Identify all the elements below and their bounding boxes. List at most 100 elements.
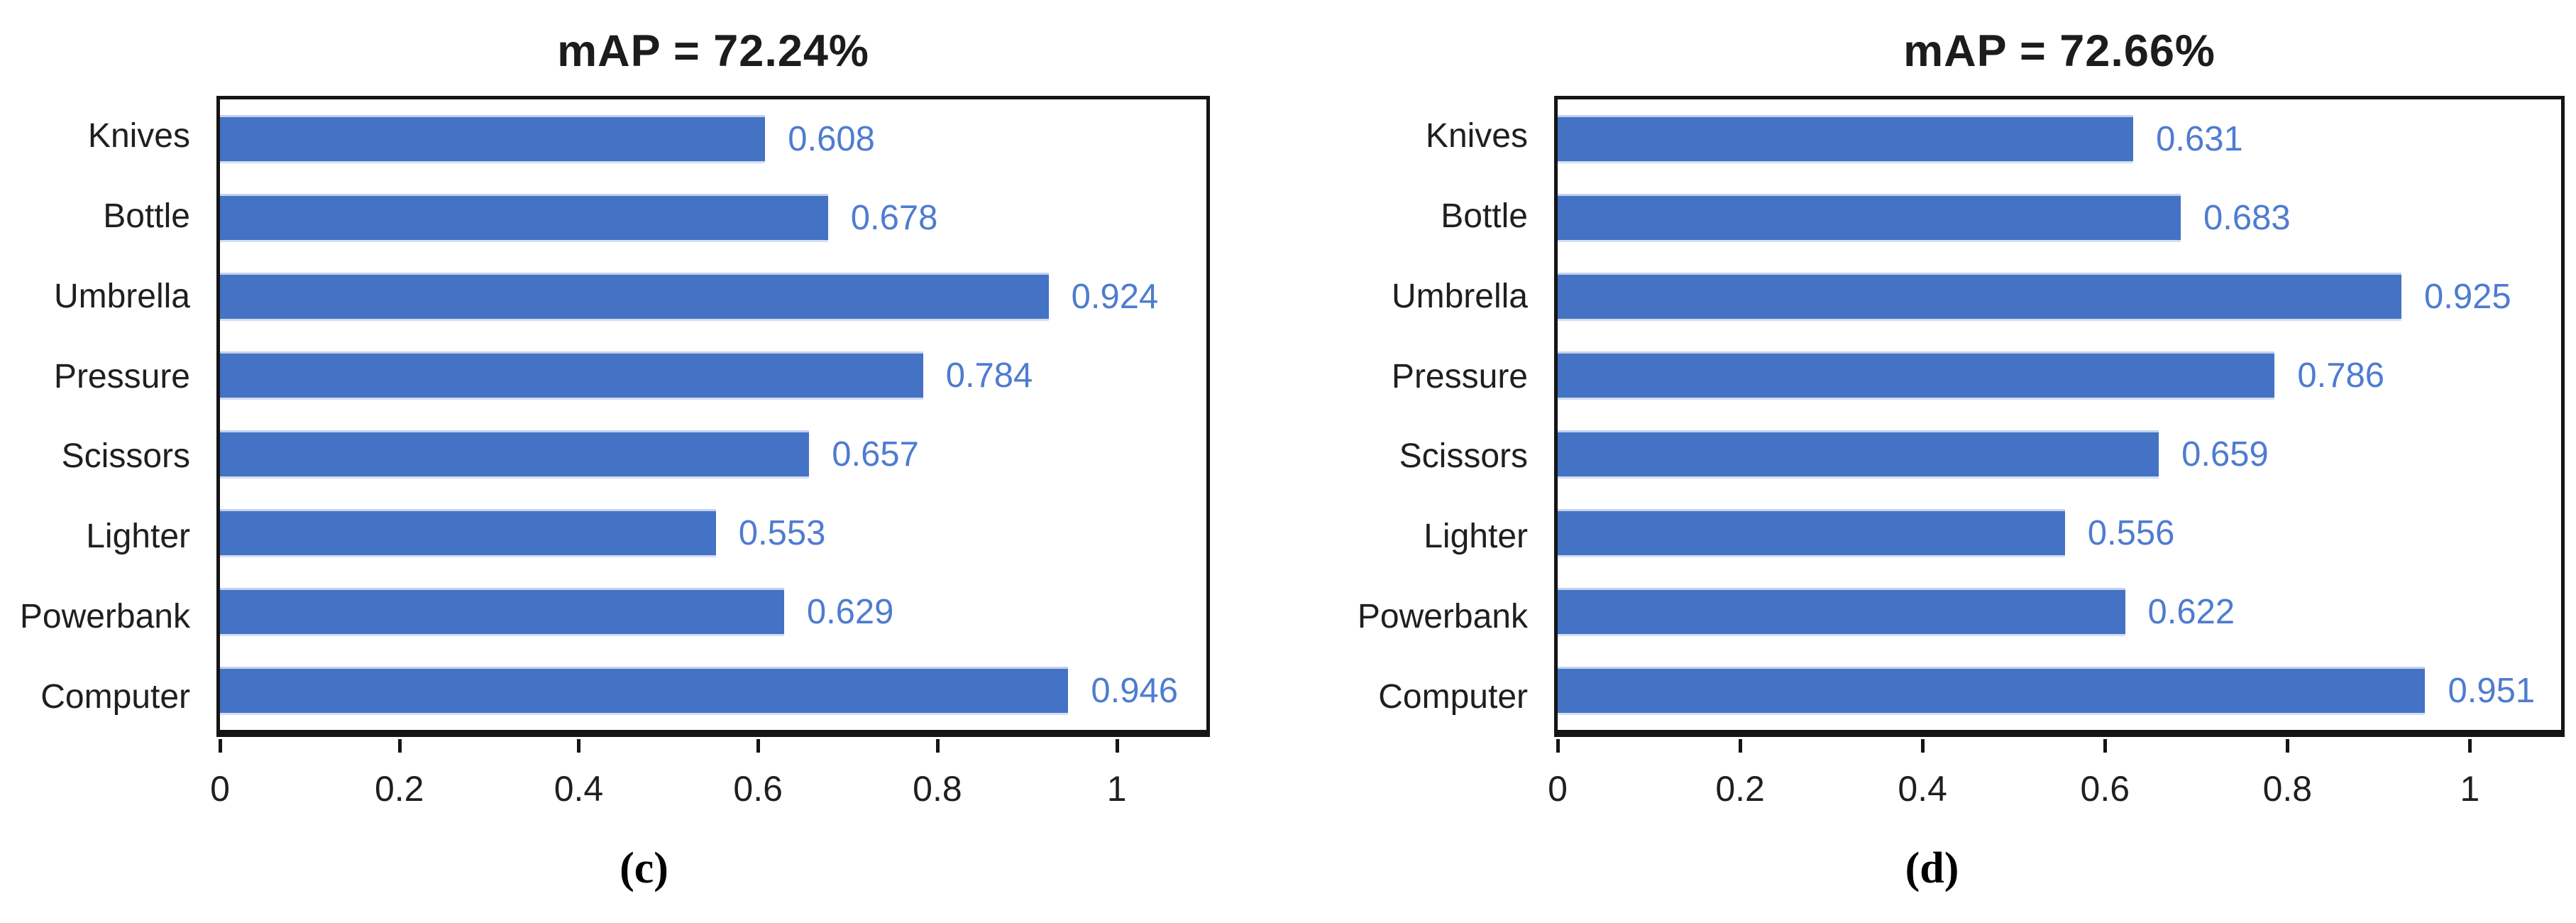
bar	[1558, 116, 2134, 161]
panel-caption: (d)	[1905, 844, 1959, 892]
bar	[1558, 353, 2275, 398]
bar-row: 0.924	[220, 257, 1206, 336]
bar-row: 0.951	[1558, 651, 2561, 730]
x-axis-tick	[219, 739, 222, 753]
category-label: Powerbank	[1357, 598, 1528, 636]
bar	[1558, 274, 2402, 319]
bar-value-label: 0.659	[2181, 435, 2269, 474]
bar-value-label: 0.946	[1091, 671, 1179, 710]
chart-title: mAP = 72.66%	[1903, 26, 2216, 76]
x-axis-tick-label: 0.6	[2080, 769, 2130, 809]
bar	[1558, 510, 2065, 555]
category-label: Knives	[1425, 116, 1528, 155]
bar	[220, 274, 1049, 319]
x-axis-tick	[2103, 739, 2108, 753]
x-axis-tick-label: 1	[2460, 769, 2480, 809]
category-label: Pressure	[53, 357, 190, 395]
category-label: Pressure	[1391, 357, 1528, 395]
x-axis-tick-label: 0	[210, 769, 230, 809]
bar-row: 0.786	[1558, 336, 2561, 415]
x-axis-tick-label: 0.2	[1715, 769, 1765, 809]
category-label: Powerbank	[19, 598, 190, 636]
x-axis-tick	[935, 739, 940, 753]
x-axis-tick	[2468, 739, 2472, 753]
x-axis-tick-label: 0.6	[733, 769, 783, 809]
x-axis-tick-label: 0.2	[374, 769, 424, 809]
bar-row: 0.784	[220, 336, 1206, 415]
x-axis-tick	[1556, 739, 1560, 753]
x-axis-tick-label: 0.8	[913, 769, 962, 809]
bar-value-label: 0.925	[2424, 277, 2511, 316]
bar	[220, 116, 766, 161]
bar-row: 0.556	[1558, 493, 2561, 572]
x-axis-tick	[1115, 739, 1119, 753]
bar	[1558, 432, 2159, 476]
bar-value-label: 0.924	[1071, 277, 1159, 316]
bar-value-label: 0.631	[2156, 119, 2243, 158]
category-axis-labels: Knives Bottle Umbrella Pressure Scissors Ligh…	[0, 96, 190, 737]
bar-value-label: 0.629	[806, 592, 894, 631]
bar	[220, 510, 716, 555]
bar-row: 0.629	[220, 572, 1206, 651]
bar-value-label: 0.784	[945, 356, 1033, 395]
bar-row: 0.553	[220, 493, 1206, 572]
bar	[220, 589, 784, 634]
bar-row: 0.925	[1558, 257, 2561, 336]
panel-caption: (c)	[620, 844, 668, 892]
bar-row: 0.683	[1558, 178, 2561, 257]
bar-value-label: 0.678	[850, 198, 938, 237]
bar-value-label: 0.608	[788, 119, 875, 158]
plot-area: 0.631 0.683 0.925 0.786 0.659 0.556 0.622 0.951…	[1548, 96, 2565, 809]
category-label: Lighter	[1424, 518, 1528, 556]
x-axis-tick	[756, 739, 761, 753]
bar	[1558, 668, 2426, 713]
category-label: Umbrella	[53, 277, 190, 315]
x-axis-tick-label: 0.4	[554, 769, 604, 809]
category-label: Computer	[1378, 678, 1528, 716]
x-axis-tick	[577, 739, 581, 753]
bar-row: 0.946	[220, 651, 1206, 730]
bar	[220, 432, 810, 476]
bar	[220, 353, 923, 398]
x-axis-tick	[2286, 739, 2290, 753]
chart-panel-c: mAP = 72.24% Knives Bottle Umbrella Pressur…	[0, 26, 1210, 892]
bar-value-label: 0.553	[738, 513, 826, 552]
x-axis-tick	[397, 739, 402, 753]
bar	[220, 668, 1069, 713]
bar-row: 0.631	[1558, 99, 2561, 178]
bar-value-label: 0.657	[832, 435, 919, 474]
bar-value-label: 0.683	[2203, 198, 2291, 237]
bar	[1558, 195, 2181, 240]
plot-area: 0.608 0.678 0.924 0.784 0.657 0.553 0.629 0.946…	[210, 96, 1210, 809]
category-label: Scissors	[1399, 437, 1528, 476]
chart-title: mAP = 72.24%	[557, 26, 869, 76]
x-axis-tick-label: 0.8	[2262, 769, 2313, 809]
bar-row: 0.678	[220, 178, 1206, 257]
bar-row: 0.622	[1558, 572, 2561, 651]
bar-value-label: 0.556	[2087, 513, 2175, 552]
chart-panel-d: mAP = 72.66% Knives Bottle Umbrella Pressur…	[1288, 0, 2576, 923]
category-label: Knives	[87, 116, 190, 155]
bar-value-label: 0.951	[2448, 671, 2536, 710]
x-axis-tick-label: 1	[1106, 769, 1127, 809]
bar	[220, 195, 828, 240]
category-label: Umbrella	[1391, 277, 1528, 315]
x-axis-tick	[1739, 739, 1743, 753]
bar-row: 0.608	[220, 99, 1206, 178]
bar-row: 0.657	[220, 415, 1206, 493]
category-label: Bottle	[103, 197, 190, 235]
bar	[1558, 589, 2125, 634]
bar-value-label: 0.622	[2147, 592, 2235, 631]
bar-row: 0.659	[1558, 415, 2561, 493]
bar-series: 0.631 0.683 0.925 0.786 0.659 0.556 0.622 0.951	[1558, 99, 2561, 730]
category-axis-labels: Knives Bottle Umbrella Pressure Scissors Ligh…	[1288, 96, 1528, 737]
x-axis-tick-label: 0	[1548, 769, 1568, 809]
bar-value-label: 0.786	[2297, 356, 2384, 395]
bar-series: 0.608 0.678 0.924 0.784 0.657 0.553 0.629 0.946	[220, 99, 1206, 730]
category-label: Bottle	[1441, 197, 1528, 235]
category-label: Lighter	[86, 518, 190, 556]
category-label: Scissors	[61, 437, 190, 476]
x-axis-tick-label: 0.4	[1898, 769, 1947, 809]
x-axis-tick	[1921, 739, 1925, 753]
